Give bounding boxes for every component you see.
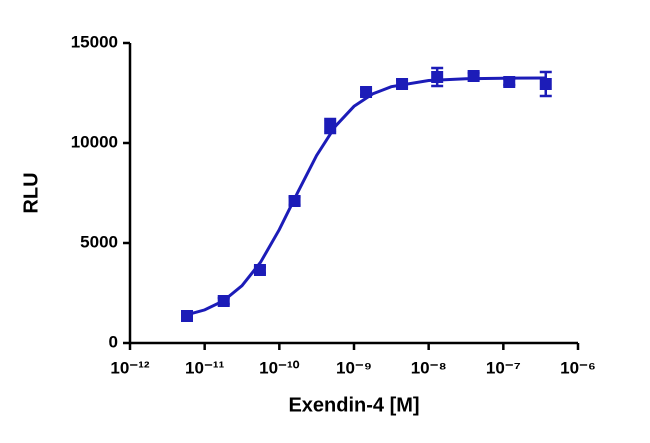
data-point xyxy=(360,86,373,98)
data-point xyxy=(181,310,194,322)
data-point xyxy=(539,78,552,90)
x-tick-label: 10⁻⁷ xyxy=(486,358,521,377)
y-tick-label: 0 xyxy=(109,332,118,351)
y-tick-label: 5000 xyxy=(80,232,118,251)
data-point xyxy=(503,76,516,88)
data-point xyxy=(217,295,230,307)
y-axis-title: RLU xyxy=(20,172,42,213)
x-tick-label: 10⁻⁹ xyxy=(336,358,372,377)
fit-curve xyxy=(186,76,546,317)
x-tick-label: 10⁻⁶ xyxy=(560,358,596,377)
data-point xyxy=(253,264,266,276)
x-tick-label: 10⁻¹¹ xyxy=(185,358,225,377)
data-point xyxy=(467,70,480,82)
x-tick-label: 10⁻⁸ xyxy=(411,358,447,377)
data-point xyxy=(324,120,337,132)
x-axis-title: Exendin-4 [M] xyxy=(288,394,419,416)
data-point xyxy=(396,78,409,90)
x-tick-label: 10⁻¹² xyxy=(110,358,150,377)
data-point xyxy=(431,71,444,83)
x-tick-label: 10⁻¹⁰ xyxy=(259,358,300,377)
y-tick-label: 10000 xyxy=(71,132,118,151)
data-point xyxy=(288,195,301,207)
y-tick-label: 15000 xyxy=(71,32,118,51)
